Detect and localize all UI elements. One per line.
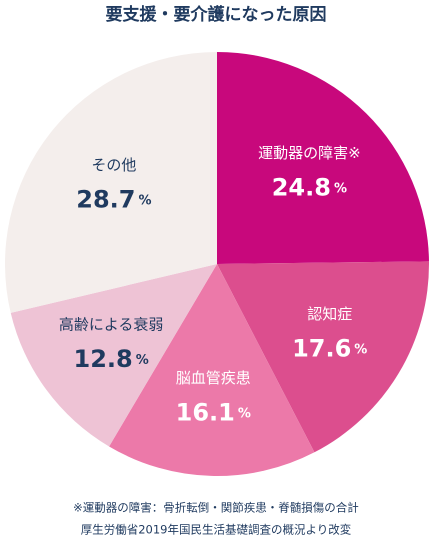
value-label: 24.8%	[272, 173, 347, 201]
value-label: 17.6%	[292, 335, 367, 363]
slice-label: その他	[91, 156, 136, 174]
pie-slice	[109, 264, 315, 476]
slice-label: 脳血管疾患	[176, 369, 251, 387]
pie-slice	[217, 261, 430, 453]
pie-slice	[10, 264, 218, 447]
chart-title: 要支援・要介護になった原因	[106, 4, 327, 25]
slice-label: 運動器の障害※	[258, 144, 361, 162]
pie-slice	[4, 52, 217, 313]
footnote: ※運動器の障害：骨折転倒・関節疾患・脊髄損傷の合計	[73, 501, 359, 515]
value-label: 16.1%	[176, 398, 251, 426]
value-label: 12.8%	[74, 345, 149, 373]
pie-slice	[217, 52, 429, 264]
slice-label: 高齢による衰弱	[59, 315, 164, 333]
value-label: 28.7%	[76, 185, 151, 213]
source-note: 厚生労働省2019年国民生活基礎調査の概況より改変	[81, 523, 352, 537]
slice-label: 認知症	[307, 305, 352, 323]
